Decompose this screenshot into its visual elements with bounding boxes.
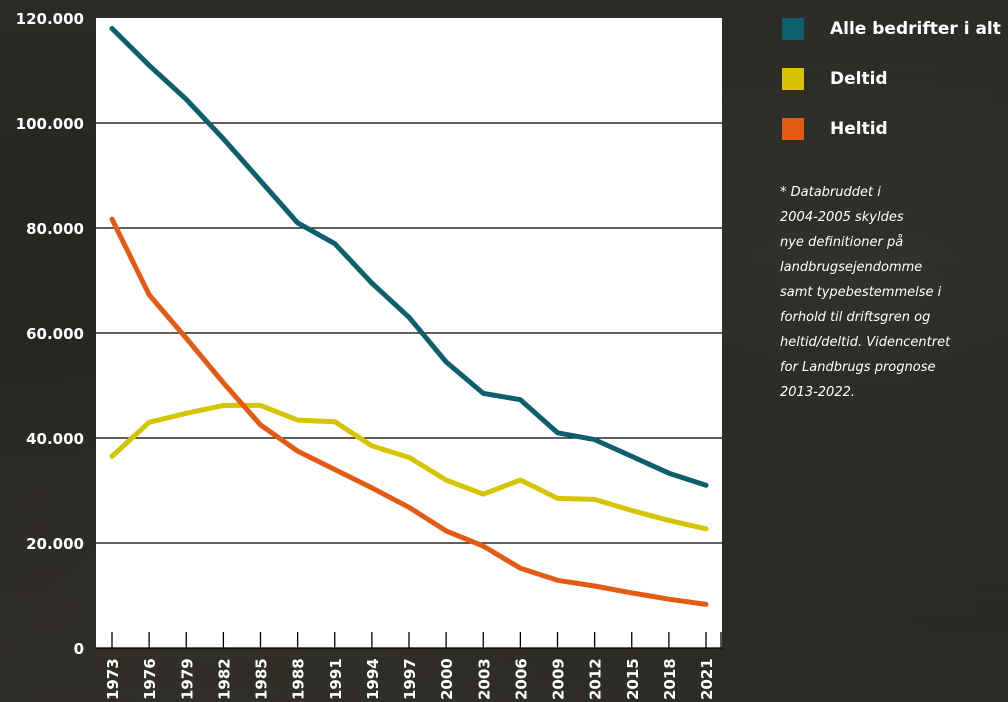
- legend-swatch-alle: [782, 18, 804, 40]
- y-tick-label: 40.000: [26, 430, 84, 448]
- legend-label-heltid: Heltid: [830, 119, 888, 139]
- footnote-line: 2004-2005 skyldes: [780, 210, 904, 225]
- x-tick-label: 2015: [624, 658, 642, 700]
- series-line-deltid: [109, 402, 709, 532]
- legend-label-deltid: Deltid: [830, 69, 888, 89]
- y-tick-label: 20.000: [26, 535, 84, 553]
- y-tick-label: 60.000: [26, 325, 84, 343]
- x-tick-label: 1991: [327, 658, 345, 700]
- x-tick-label: 1994: [364, 658, 382, 700]
- x-tick-label: 1979: [178, 658, 196, 700]
- series-line-heltid: [109, 216, 709, 607]
- series-line-alle: [109, 26, 709, 488]
- footnote: * Databruddet i 2004-2005 skyldes nye de…: [780, 180, 1000, 405]
- x-tick-label: 1976: [141, 658, 159, 700]
- legend: Alle bedrifter i alt Deltid Heltid: [782, 16, 1001, 166]
- y-tick-label: 0: [74, 640, 84, 658]
- legend-item-heltid: Heltid: [782, 116, 1001, 142]
- x-tick-label: 1973: [104, 658, 122, 700]
- y-tick-label: 100.000: [16, 115, 84, 133]
- footnote-line: landbrugsejendomme: [780, 260, 923, 275]
- footnote-line: * Databruddet i: [780, 185, 881, 200]
- footnote-line: heltid/deltid. Videncentret: [780, 335, 951, 350]
- y-tick-label: 120.000: [16, 10, 84, 28]
- footnote-line: samt typebestemmelse i: [780, 285, 942, 300]
- x-tick-label: 2021: [698, 658, 716, 700]
- x-tick-label: 2000: [438, 658, 456, 700]
- x-tick-label: 2003: [475, 658, 493, 700]
- x-tick-label: 1988: [290, 658, 308, 700]
- legend-item-alle: Alle bedrifter i alt: [782, 16, 1001, 42]
- footnote-line: forhold til driftsgren og: [780, 310, 931, 325]
- x-tick-label: 1982: [215, 658, 233, 700]
- x-tick-label: 2006: [512, 658, 530, 700]
- legend-item-deltid: Deltid: [782, 66, 1001, 92]
- legend-label-alle: Alle bedrifter i alt: [830, 19, 1001, 39]
- footnote-line: nye definitioner på: [780, 235, 904, 250]
- x-tick-label: 1985: [253, 658, 271, 700]
- footnote-line: for Landbrugs prognose: [780, 360, 936, 375]
- legend-swatch-heltid: [782, 118, 804, 140]
- y-tick-label: 80.000: [26, 220, 84, 238]
- x-tick-label: 2012: [587, 658, 605, 700]
- legend-swatch-deltid: [782, 68, 804, 90]
- x-tick-label: 2009: [550, 658, 568, 700]
- x-tick-label: 2018: [661, 658, 679, 700]
- footnote-line: 2013-2022.: [780, 385, 855, 400]
- x-tick-label: 1997: [401, 658, 419, 700]
